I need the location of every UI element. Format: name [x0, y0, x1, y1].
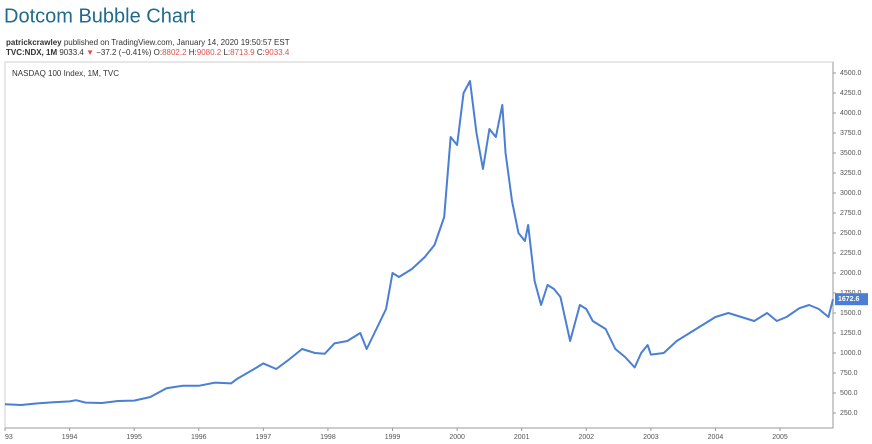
symbol: TVC:NDX, 1M: [6, 48, 57, 57]
y-tick-label: 4500.0: [840, 70, 862, 77]
x-tick-label: 1999: [385, 434, 401, 441]
y-tick-label: 3750.0: [840, 130, 862, 137]
x-tick-label: 2003: [643, 434, 659, 441]
last-price-tag: [835, 293, 868, 306]
x-tick-label: 1994: [62, 434, 78, 441]
y-tick-label: 2000.0: [840, 270, 862, 277]
y-tick-label: 500.0: [840, 390, 858, 397]
y-tick-label: 4250.0: [840, 90, 862, 97]
published: published on TradingView.com, January 14…: [64, 38, 290, 47]
price-line: [4, 80, 834, 406]
series-label: NASDAQ 100 Index, 1M, TVC: [12, 69, 119, 78]
chart-frame: [4, 61, 834, 429]
x-tick-label: 1995: [126, 434, 142, 441]
x-tick-label: 2000: [449, 434, 465, 441]
x-tick-label: 2001: [514, 434, 530, 441]
x-tick-label: 1996: [191, 434, 207, 441]
ohlc-l-label: L:: [223, 48, 230, 57]
page-title: Dotcom Bubble Chart: [4, 5, 196, 27]
last-price-label: 1672.6: [838, 296, 860, 303]
y-tick-label: 1000.0: [840, 350, 862, 357]
ohlc-h: 9080.2: [197, 48, 222, 57]
byline: patrickcrawley published on TradingView.…: [6, 38, 290, 47]
y-tick-label: 3500.0: [840, 150, 862, 157]
x-tick-label: 93: [5, 434, 13, 441]
y-tick-label: 2250.0: [840, 250, 862, 257]
y-tick-label: 750.0: [840, 370, 858, 377]
arrow: ▼: [86, 48, 94, 57]
quote-line: TVC:NDX, 1M 9033.4 ▼ −37.2 (−0.41%) O:88…: [6, 48, 290, 57]
ohlc-o-label: O:: [154, 48, 162, 57]
ohlc-o: 8802.2: [162, 48, 187, 57]
price: 9033.4: [59, 48, 84, 57]
y-tick-label: 2500.0: [840, 230, 862, 237]
x-tick-label: 2005: [772, 434, 788, 441]
y-tick-label: 3000.0: [840, 190, 862, 197]
x-tick-label: 1997: [256, 434, 272, 441]
y-tick-label: 1250.0: [840, 330, 862, 337]
ohlc-c-label: C:: [257, 48, 265, 57]
change: −37.2 (−0.41%): [96, 48, 151, 57]
y-tick-label: 4000.0: [840, 110, 862, 117]
y-tick-label: 250.0: [840, 410, 858, 417]
x-tick-label: 2004: [708, 434, 724, 441]
x-tick-label: 1998: [320, 434, 336, 441]
ohlc-c: 9033.4: [265, 48, 290, 57]
ohlc-h-label: H:: [189, 48, 197, 57]
y-tick-label: 3250.0: [840, 170, 862, 177]
author: patrickcrawley: [6, 38, 62, 47]
ohlc-l: 8713.9: [230, 48, 255, 57]
x-tick-label: 2002: [578, 434, 594, 441]
y-tick-label: 2750.0: [840, 210, 862, 217]
y-tick-label: 1500.0: [840, 310, 862, 317]
